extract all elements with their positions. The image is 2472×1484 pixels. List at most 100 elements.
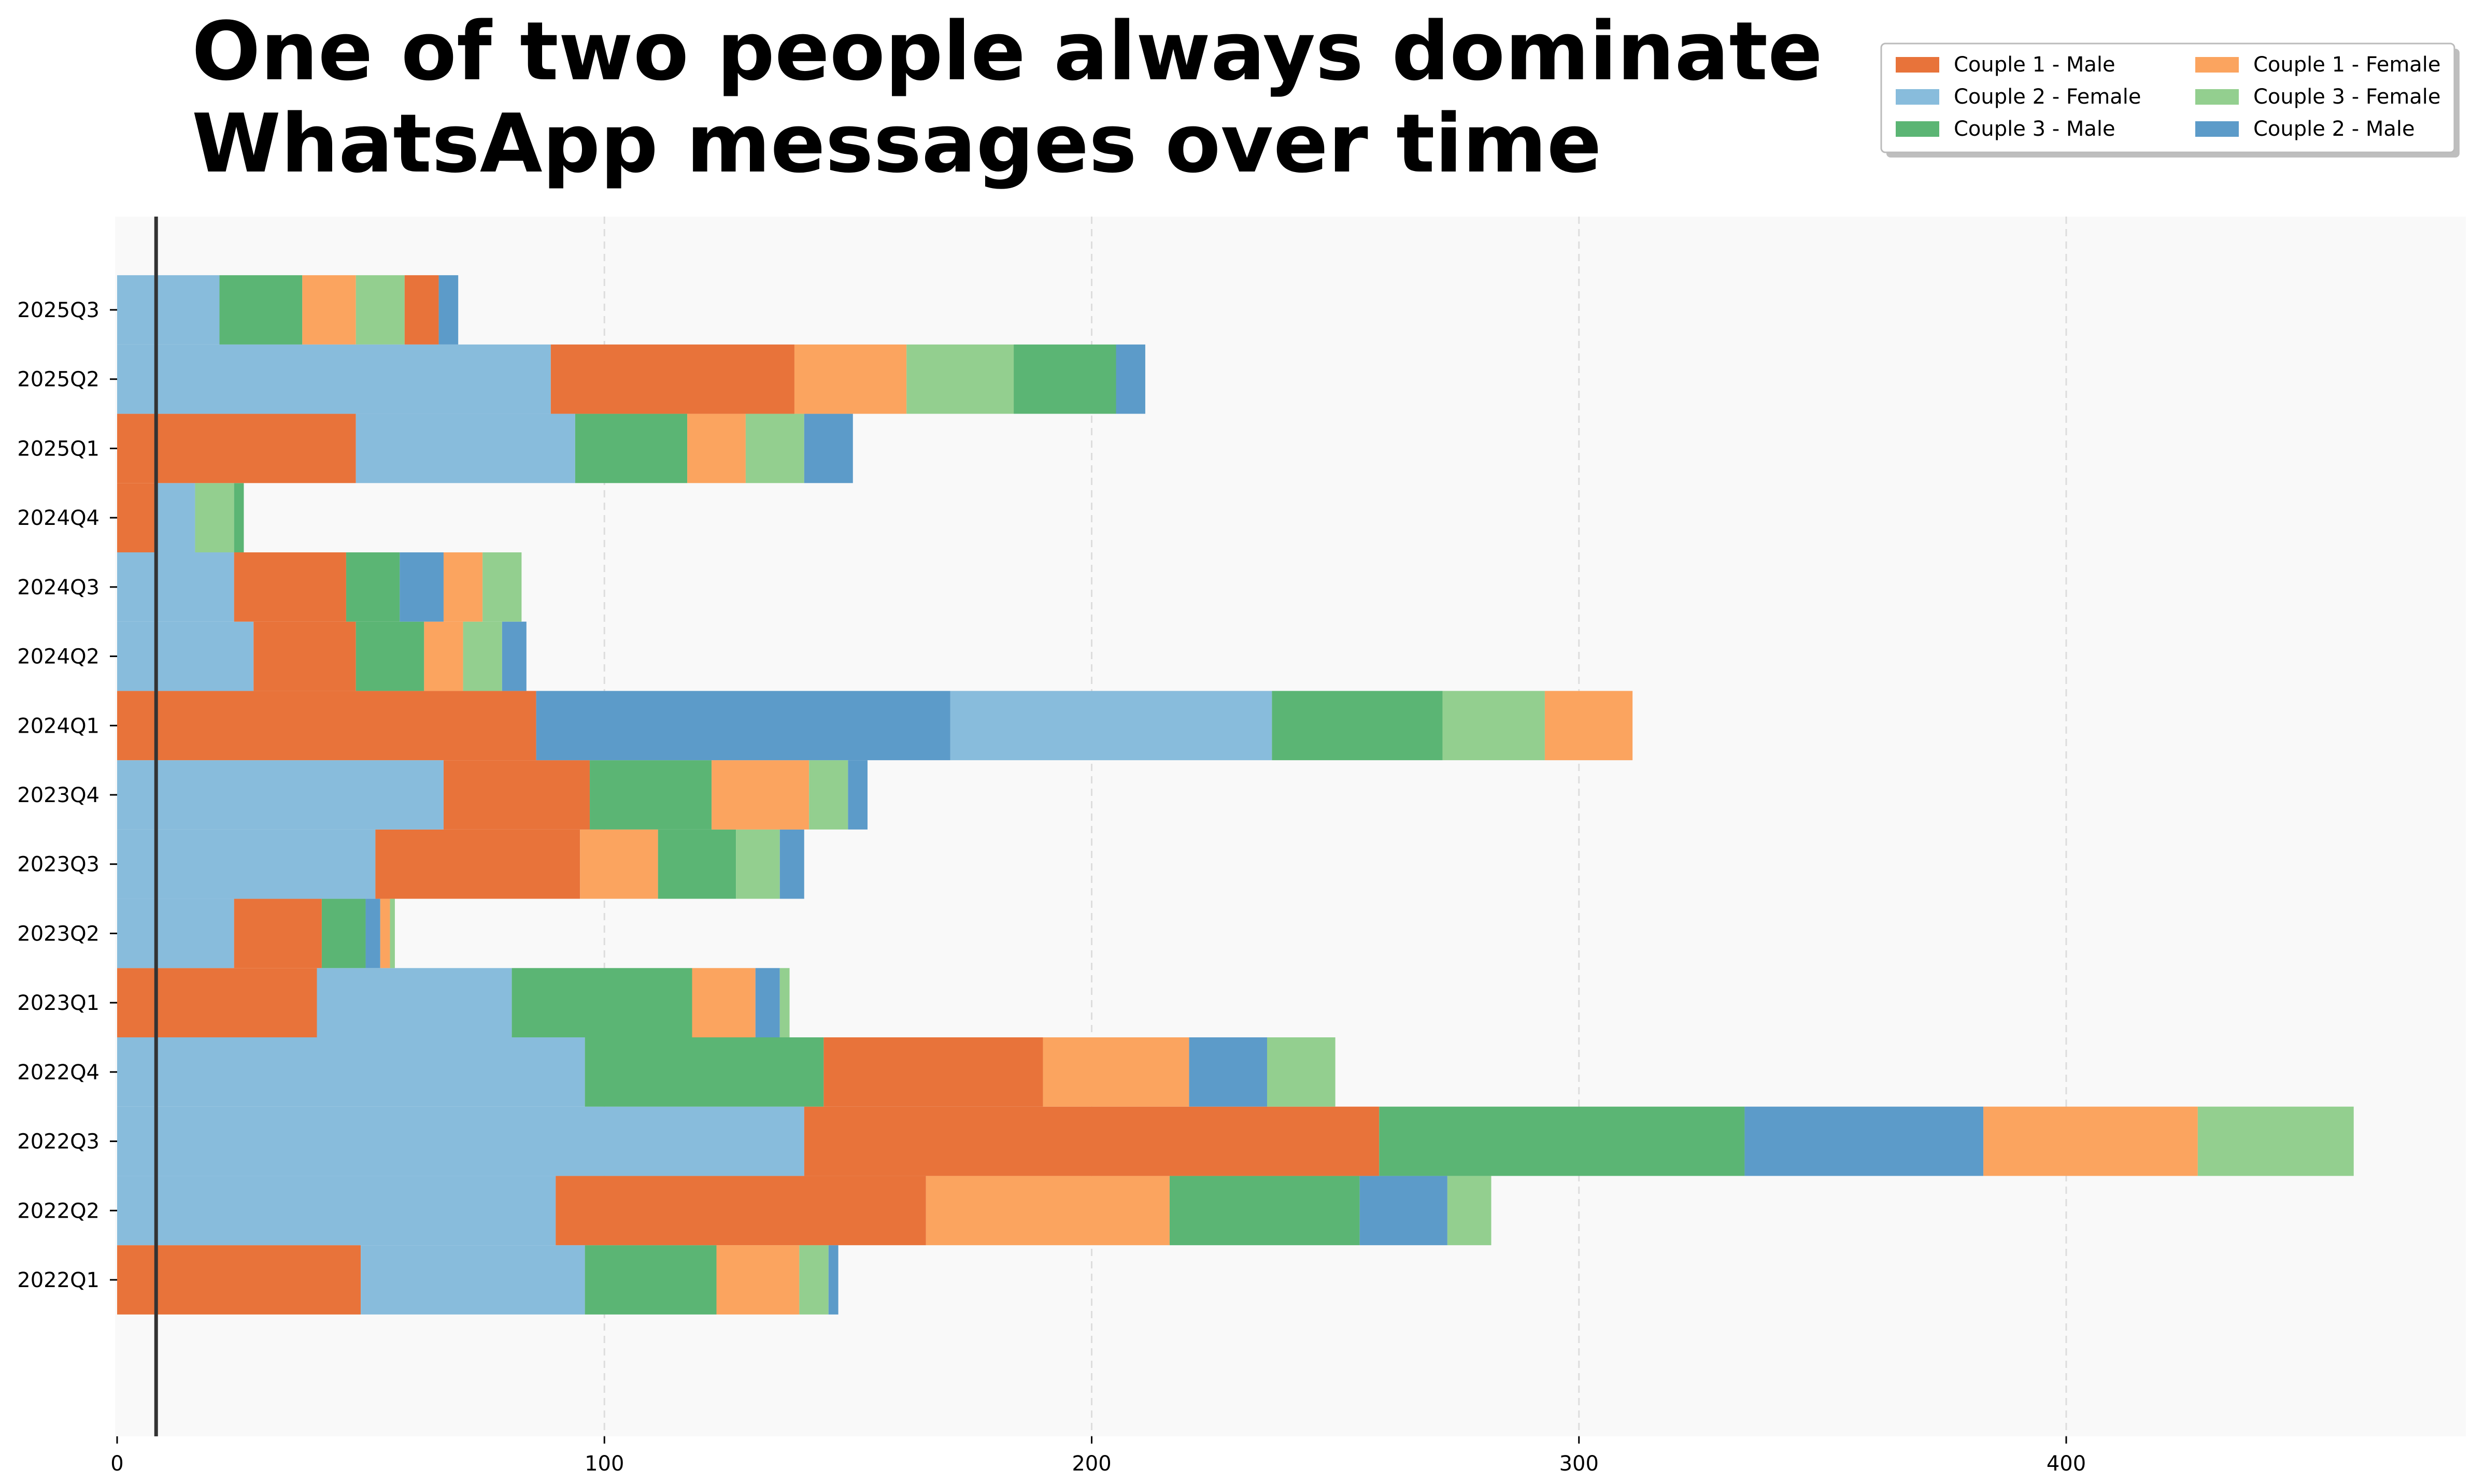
y-tick-label: 2022Q1 <box>17 1268 100 1292</box>
y-tick-label: 2025Q2 <box>17 368 100 392</box>
bar-2022q1-couple-2-male <box>828 1245 839 1315</box>
legend-swatch-couple-3-male <box>1896 121 1939 137</box>
bar-2022q3-couple-3-male <box>1379 1106 1745 1176</box>
y-tick-label: 2024Q3 <box>17 576 100 600</box>
bar-2024q4-couple-2-female <box>156 483 195 552</box>
x-tick-label: 300 <box>1559 1452 1599 1476</box>
bar-2024q3-couple-2-female <box>117 552 234 622</box>
legend-swatch-couple-1-male <box>1896 57 1939 73</box>
legend-label-couple-1-female[interactable]: Couple 1 - Female <box>2253 53 2441 77</box>
bar-2023q4-couple-1-male <box>443 760 590 830</box>
bar-2023q2-couple-2-female <box>117 898 234 968</box>
bar-2023q4-couple-3-female <box>809 760 848 830</box>
bar-2022q3-couple-2-male <box>1744 1106 1984 1176</box>
bar-2024q1-couple-1-male <box>117 691 536 761</box>
y-tick-label: 2023Q2 <box>17 922 100 946</box>
bar-2023q4-couple-2-female <box>117 760 444 830</box>
legend-label-couple-2-male[interactable]: Couple 2 - Male <box>2253 117 2415 141</box>
y-tick-label: 2025Q3 <box>17 298 100 322</box>
bar-2025q2-couple-1-male <box>550 344 794 414</box>
legend-swatch-couple-3-female <box>2195 89 2239 105</box>
bar-2023q2-couple-3-female <box>390 898 395 968</box>
bar-2023q3-couple-1-male <box>375 829 580 899</box>
legend-swatch-couple-1-female <box>2195 57 2239 73</box>
bar-2024q1-couple-1-female <box>1544 691 1633 761</box>
legend-label-couple-3-male[interactable]: Couple 3 - Male <box>1954 117 2115 141</box>
bar-2023q2-couple-2-male <box>365 898 380 968</box>
bar-2024q3-couple-3-male <box>346 552 400 622</box>
legend-label-couple-2-female[interactable]: Couple 2 - Female <box>1954 85 2141 109</box>
bar-2024q1-couple-2-male <box>536 691 950 761</box>
bar-2024q4-couple-1-male <box>117 483 157 552</box>
bar-2025q2-couple-2-female <box>117 344 551 414</box>
bar-2023q4-couple-2-male <box>848 760 868 830</box>
bar-2024q2-couple-1-male <box>253 621 356 691</box>
bar-2022q2-couple-3-female <box>1447 1176 1491 1246</box>
legend-swatch-couple-2-female <box>1896 89 1939 105</box>
bar-2022q3-couple-3-female <box>2197 1106 2354 1176</box>
bar-2024q3-couple-1-male <box>234 552 346 622</box>
bar-2023q1-couple-2-female <box>317 968 512 1037</box>
bar-2022q1-couple-1-female <box>716 1245 800 1315</box>
bar-2024q2-couple-2-female <box>117 621 254 691</box>
bar-2022q2-couple-3-male <box>1169 1176 1360 1246</box>
y-tick-label: 2022Q2 <box>17 1199 100 1223</box>
bar-2022q1-couple-2-female <box>361 1245 585 1315</box>
bar-2025q1-couple-3-female <box>745 413 804 483</box>
bar-2022q1-couple-1-male <box>117 1245 361 1315</box>
x-tick-label: 0 <box>110 1452 123 1476</box>
bar-2022q4-couple-3-female <box>1267 1037 1336 1107</box>
y-tick-label: 2024Q2 <box>17 645 100 669</box>
bar-2025q1-couple-1-female <box>687 413 746 483</box>
bar-2023q2-couple-3-male <box>321 898 366 968</box>
y-tick-label: 2023Q3 <box>17 853 100 877</box>
bar-2023q3-couple-3-female <box>736 829 780 899</box>
bar-2025q3-couple-2-female <box>117 275 220 345</box>
bar-2023q3-couple-1-female <box>580 829 658 899</box>
y-tick-label: 2025Q1 <box>17 437 100 461</box>
bar-2025q3-couple-2-male <box>438 275 459 345</box>
bar-2024q4-couple-3-male <box>234 483 244 552</box>
bar-2022q4-couple-2-female <box>117 1037 585 1107</box>
bar-2022q1-couple-3-male <box>585 1245 717 1315</box>
y-tick-label: 2023Q1 <box>17 991 100 1015</box>
legend-label-couple-1-male[interactable]: Couple 1 - Male <box>1954 53 2115 77</box>
bar-2024q1-couple-2-female <box>950 691 1272 761</box>
bar-2025q2-couple-1-female <box>794 344 907 414</box>
bar-2024q2-couple-3-male <box>356 621 424 691</box>
bar-2024q2-couple-3-female <box>463 621 502 691</box>
bar-2024q1-couple-3-male <box>1272 691 1443 761</box>
bar-2023q1-couple-1-female <box>692 968 756 1037</box>
bar-2022q3-couple-1-male <box>804 1106 1380 1176</box>
bar-2022q2-couple-2-male <box>1359 1176 1447 1246</box>
bar-2022q1-couple-3-female <box>799 1245 829 1315</box>
legend-label-couple-3-female[interactable]: Couple 3 - Female <box>2253 85 2441 109</box>
y-tick-label: 2024Q1 <box>17 714 100 738</box>
chart-title: One of two people always dominate WhatsA… <box>192 4 1823 191</box>
bar-2025q2-couple-3-female <box>906 344 1014 414</box>
legend-box <box>1880 42 2455 153</box>
bar-2022q2-couple-1-male <box>556 1176 926 1246</box>
bar-2025q1-couple-1-male <box>117 413 356 483</box>
bar-2023q4-couple-1-female <box>712 760 809 830</box>
bar-2025q3-couple-3-female <box>356 275 405 345</box>
bar-2023q1-couple-2-male <box>755 968 780 1037</box>
bar-2023q1-couple-3-male <box>512 968 692 1037</box>
x-tick-label: 200 <box>1072 1452 1111 1476</box>
axes: 0 100 200 300 400 2022Q1 2022Q2 2022Q3 2022Q4 202… <box>17 298 2086 1476</box>
y-tick-label: 2022Q4 <box>17 1061 100 1085</box>
bar-2022q4-couple-2-male <box>1189 1037 1267 1107</box>
bar-2025q2-couple-2-male <box>1116 344 1145 414</box>
bar-2023q1-couple-1-male <box>117 968 317 1037</box>
legend-swatch-couple-2-male <box>2195 121 2239 137</box>
bar-2022q4-couple-1-female <box>1043 1037 1189 1107</box>
bar-2024q2-couple-2-male <box>502 621 527 691</box>
bar-2022q2-couple-1-female <box>926 1176 1170 1246</box>
bar-2025q2-couple-3-male <box>1014 344 1116 414</box>
y-tick-label: 2023Q4 <box>17 783 100 807</box>
bar-2025q1-couple-2-female <box>356 413 575 483</box>
bar-2024q3-couple-1-female <box>443 552 483 622</box>
legend[interactable]: Couple 1 - Male Couple 1 - Female Couple 2… <box>1880 42 2460 158</box>
bar-2023q2-couple-1-male <box>234 898 322 968</box>
